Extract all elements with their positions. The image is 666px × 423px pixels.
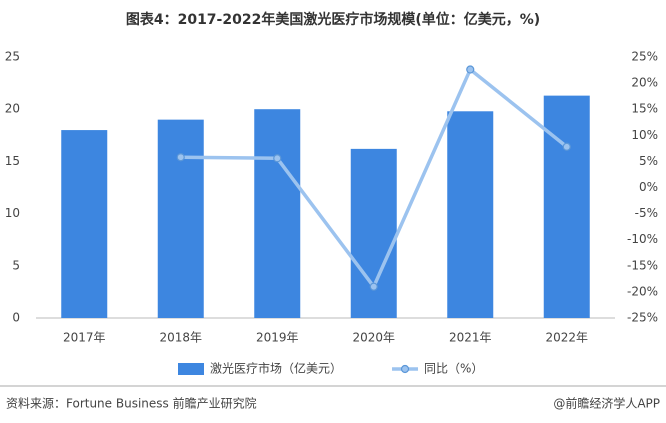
source: 资料来源：Fortune Business 前瞻产业研究院 (6, 396, 257, 411)
legend-swatch (400, 364, 410, 374)
credit: @前瞻经济学人APP (553, 396, 660, 411)
line-marker (176, 153, 185, 162)
bar (157, 119, 204, 318)
y-tick-label: 10 (5, 206, 20, 220)
y2-tick-label: -25% (627, 311, 658, 325)
line-marker (369, 282, 378, 291)
y2-tick-label: -5% (635, 206, 658, 220)
bar (350, 148, 397, 318)
bar (447, 111, 494, 319)
x-tick-label: 2022年 (545, 331, 588, 345)
line-marker (466, 65, 475, 74)
y-tick-label: 5 (12, 258, 20, 272)
y2-tick-label: -10% (627, 232, 658, 246)
y2-tick-label: 20% (631, 76, 658, 90)
x-tick-label: 2018年 (159, 331, 202, 345)
x-tick-label: 2020年 (352, 331, 395, 345)
y2-tick-label: 5% (639, 154, 658, 168)
y-tick-label: 0 (12, 311, 20, 325)
y2-tick-label: -20% (627, 284, 658, 298)
legend-swatch (178, 363, 204, 375)
legend-label: 同比（%） (424, 362, 483, 376)
y2-tick-label: -15% (627, 258, 658, 272)
y2-tick-label: 15% (631, 102, 658, 116)
y2-tick-label: 25% (631, 50, 658, 64)
line-marker (562, 142, 571, 151)
bar (543, 95, 590, 319)
line-marker (273, 154, 282, 163)
chart-title: 图表4：2017-2022年美国激光医疗市场规模(单位：亿美元，%) (126, 11, 540, 28)
y-tick-label: 25 (5, 50, 20, 64)
bar (61, 130, 108, 318)
y-tick-label: 20 (5, 102, 20, 116)
x-tick-label: 2021年 (449, 331, 492, 345)
legend-label: 激光医疗市场（亿美元） (210, 361, 342, 376)
x-tick-label: 2017年 (63, 331, 106, 345)
y2-tick-label: 10% (631, 128, 658, 142)
bar (254, 109, 301, 318)
x-tick-label: 2019年 (256, 331, 299, 345)
y-tick-label: 15 (5, 154, 20, 168)
y2-tick-label: 0% (639, 180, 658, 194)
